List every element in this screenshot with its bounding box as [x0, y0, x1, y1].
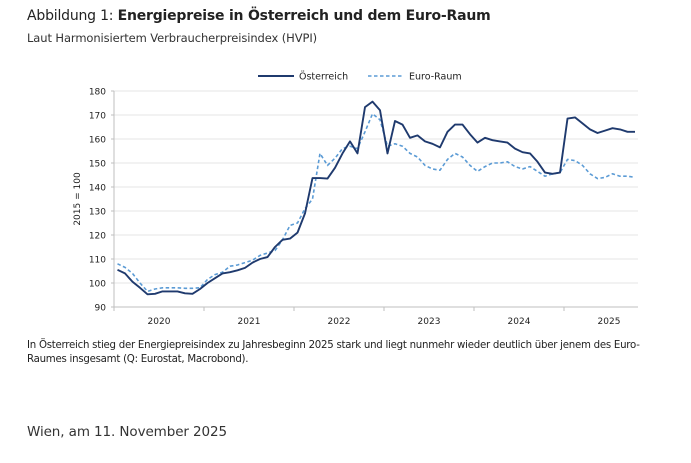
figure-title: Abbildung 1: Energiepreise in Österreich…: [27, 8, 491, 24]
y-tick-label: 170: [89, 112, 106, 122]
x-tick-label: 2020: [148, 317, 171, 327]
y-tick-label: 90: [95, 304, 107, 314]
y-tick-label: 140: [89, 184, 106, 194]
gridlines: [114, 90, 638, 284]
x-tick-label: 2022: [328, 317, 351, 327]
x-tick-label: 2024: [508, 317, 531, 327]
series-lines: [117, 100, 636, 296]
footer-date-line: Wien, am 11. November 2025: [27, 424, 227, 440]
y-tick-label: 150: [89, 160, 106, 170]
figure-subtitle: Laut Harmonisiertem Verbraucherpreisinde…: [27, 31, 318, 45]
series-line-euro-raum: [117, 113, 636, 293]
figure-label: Abbildung 1:: [27, 8, 118, 24]
y-tick-label: 110: [89, 256, 106, 266]
figure-title-text: Energiepreise in Österreich und dem Euro…: [117, 8, 491, 24]
legend-label-euro-raum: Euro-Raum: [409, 72, 462, 83]
y-tick-label: 130: [89, 208, 106, 218]
x-axis: 2020 2021 2022 2023 2024 2025: [113, 306, 638, 327]
y-axis-ticks: 90 100 110 120 130 140 150 160 170 180: [89, 88, 115, 314]
x-tick-label: 2025: [598, 317, 621, 327]
legend-label-oesterreich: Österreich: [299, 72, 348, 83]
figure-note: In Österreich stieg der Energiepreisinde…: [27, 340, 640, 365]
series-line-oesterreich: [117, 100, 635, 296]
y-tick-label: 100: [89, 280, 106, 290]
y-tick-label: 120: [89, 232, 106, 242]
y-axis-label: 2015 = 100: [73, 172, 83, 226]
y-tick-label: 160: [89, 136, 106, 146]
x-tick-label: 2021: [238, 317, 261, 327]
legend: Österreich Euro-Raum: [258, 72, 462, 83]
x-tick-label: 2023: [418, 317, 441, 327]
y-tick-label: 180: [89, 88, 106, 98]
